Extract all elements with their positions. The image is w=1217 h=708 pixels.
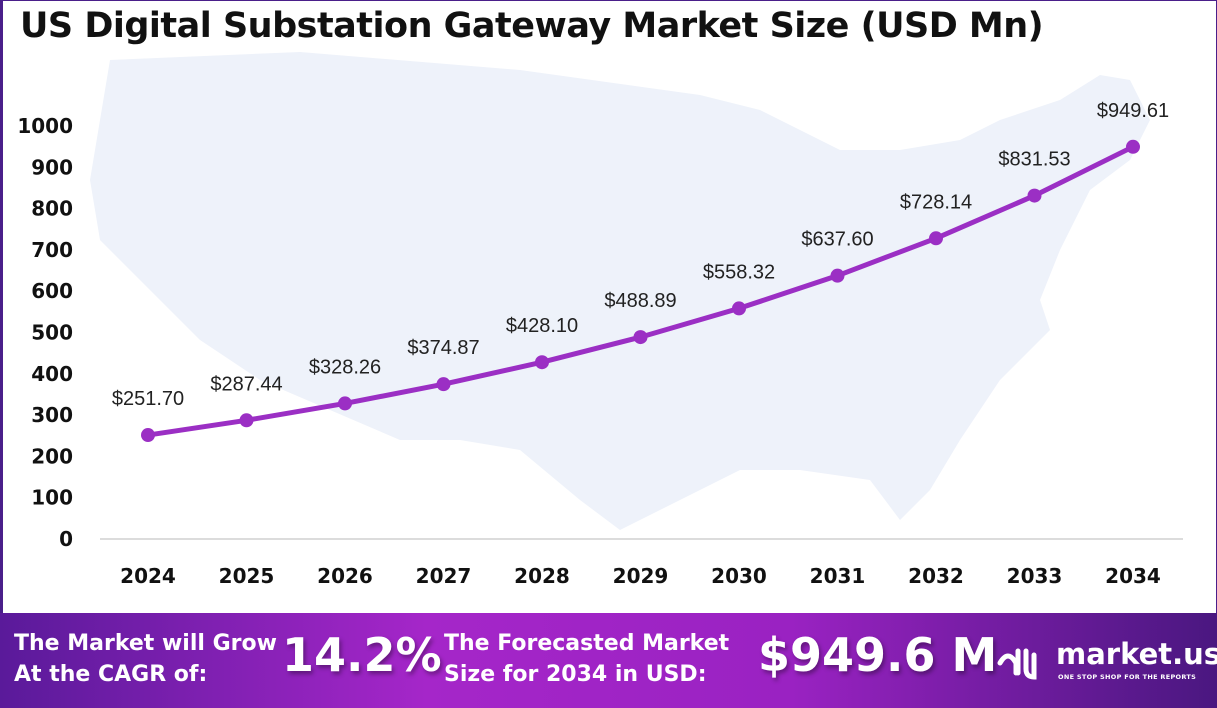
x-tick-label: 2029 — [613, 564, 669, 588]
y-tick-label: 800 — [31, 197, 73, 221]
data-point — [239, 413, 254, 428]
data-label: $428.10 — [506, 315, 578, 337]
y-tick-label: 200 — [31, 444, 73, 468]
x-tick-label: 2034 — [1105, 564, 1161, 588]
x-tick-label: 2025 — [219, 564, 275, 588]
x-tick-label: 2024 — [120, 564, 176, 588]
data-point — [732, 301, 746, 316]
data-point — [338, 396, 352, 411]
data-point — [436, 377, 451, 392]
cagr-value: 14.2% — [282, 628, 442, 682]
market-us-logo-icon — [997, 648, 1037, 680]
data-label: $328.26 — [309, 356, 381, 378]
y-tick-label: 300 — [31, 403, 73, 427]
forecast-text-line2: Size for 2034 in USD: — [444, 662, 707, 687]
data-point — [830, 268, 845, 283]
data-label: $287.44 — [210, 373, 282, 395]
logo-name: market.us — [1056, 637, 1217, 671]
x-tick-label: 2031 — [810, 564, 866, 588]
y-tick-label: 600 — [31, 279, 73, 303]
footer-banner: The Market will Grow At the CAGR of: 14.2… — [0, 613, 1217, 708]
y-tick-label: 1000 — [17, 114, 73, 138]
data-label: $637.60 — [801, 229, 873, 251]
data-point — [141, 428, 155, 443]
x-tick-label: 2026 — [317, 564, 373, 588]
data-label: $558.32 — [703, 261, 775, 283]
data-point — [1126, 139, 1140, 154]
forecast-value: $949.6 M — [758, 628, 998, 682]
cagr-text-line2: At the CAGR of: — [14, 662, 208, 687]
x-tick-label: 2030 — [711, 564, 767, 588]
data-label: $728.14 — [900, 191, 972, 213]
y-tick-label: 100 — [31, 486, 73, 510]
line-chart: 0 100 200 300 400 500 600 700 800 900 1000 2024 2025… — [17, 52, 1183, 588]
cagr-text: The Market will Grow At the CAGR of: — [14, 628, 277, 690]
x-tick-label: 2028 — [514, 564, 570, 588]
y-tick-label: 0 — [59, 527, 73, 551]
forecast-text: The Forecasted Market Size for 2034 in US… — [444, 628, 729, 690]
chart-title: US Digital Substation Gateway Market Siz… — [20, 6, 1044, 46]
x-tick-label: 2033 — [1007, 564, 1063, 588]
y-tick-label: 900 — [31, 155, 73, 179]
forecast-text-line1: The Forecasted Market — [444, 631, 730, 656]
data-label: $251.70 — [112, 388, 184, 410]
cagr-text-line1: The Market will Grow — [14, 631, 277, 656]
y-tick-label: 400 — [31, 362, 73, 386]
x-tick-label: 2032 — [908, 564, 964, 588]
data-label: $374.87 — [407, 337, 479, 359]
y-tick-label: 700 — [31, 238, 73, 262]
data-label: $831.53 — [998, 149, 1070, 171]
logo-tagline: ONE STOP SHOP FOR THE REPORTS — [1058, 673, 1197, 681]
us-map-silhouette — [90, 52, 1150, 530]
data-label: $949.61 — [1097, 100, 1169, 122]
data-point — [1027, 188, 1042, 203]
data-point — [535, 355, 549, 370]
data-point — [929, 231, 943, 246]
y-tick-label: 500 — [31, 321, 73, 345]
data-label: $488.89 — [604, 290, 676, 312]
data-point — [633, 330, 648, 345]
x-tick-label: 2027 — [416, 564, 472, 588]
